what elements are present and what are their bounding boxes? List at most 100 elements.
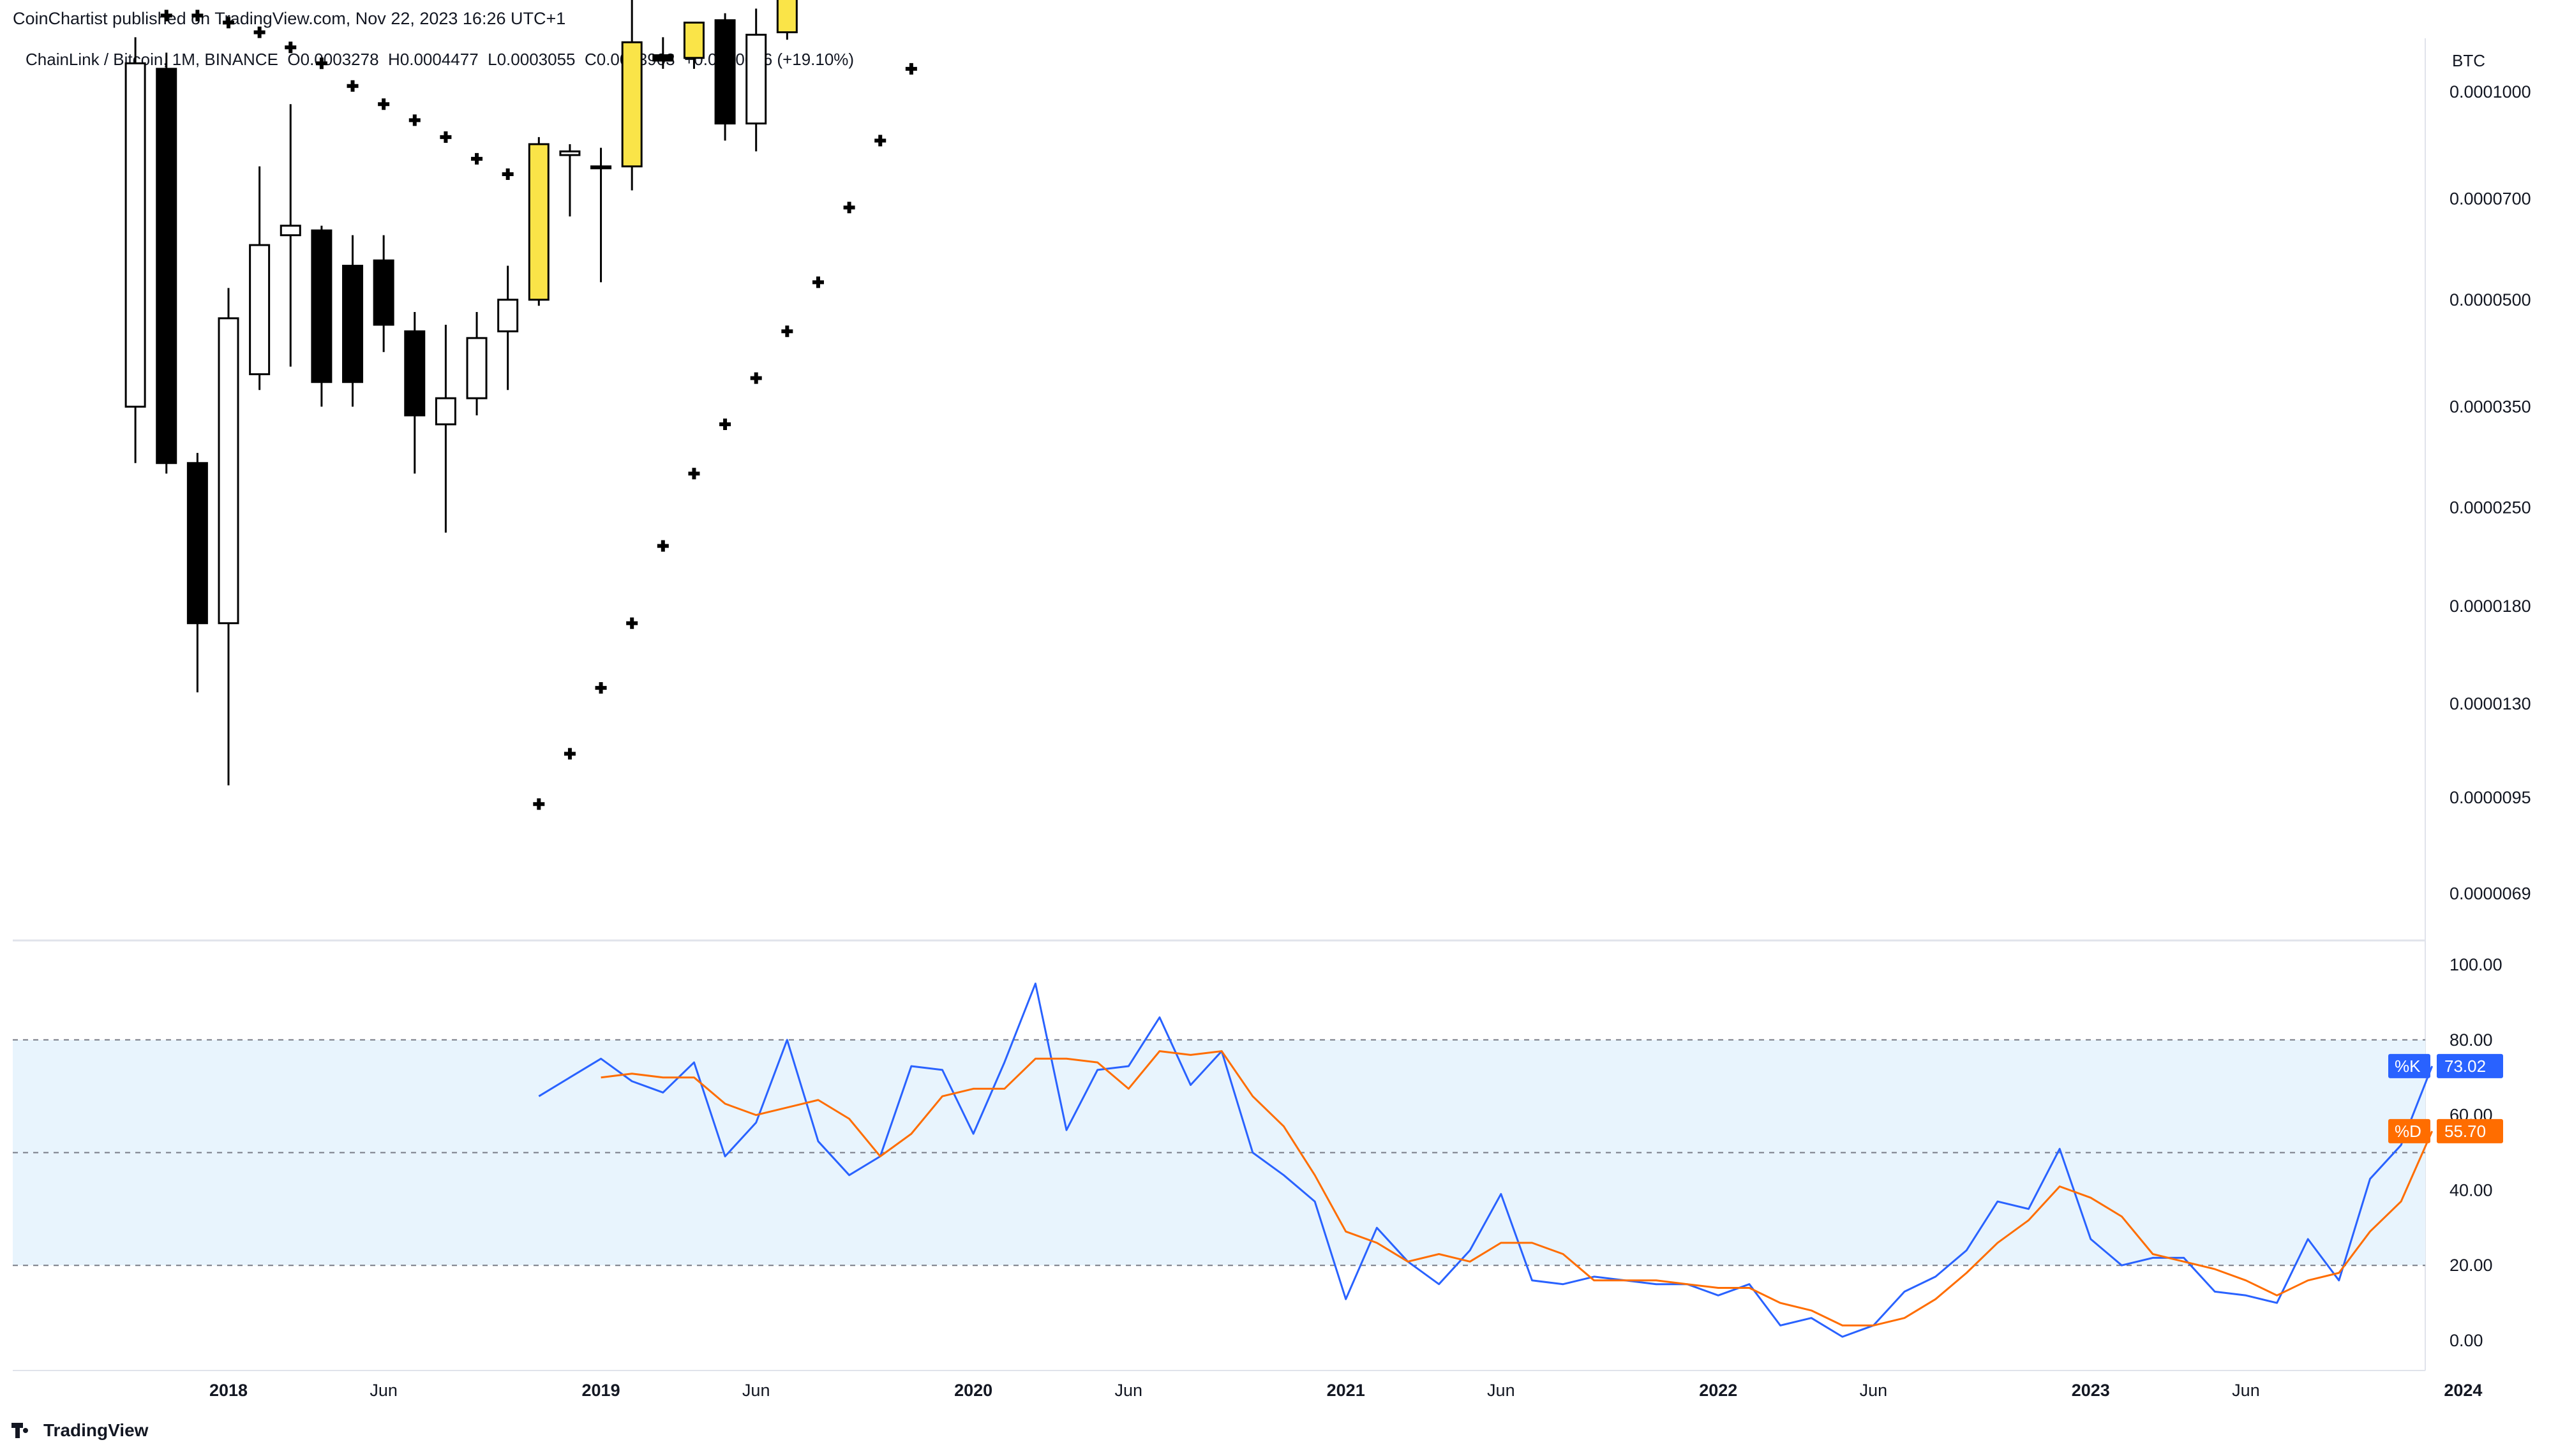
legend-high-label: H <box>387 50 400 69</box>
published-note: CoinChartist published on TradingView.co… <box>13 9 566 28</box>
candle <box>156 52 177 474</box>
stoch-k-line <box>538 983 2434 1338</box>
candle-body <box>186 462 208 625</box>
candle <box>652 37 674 69</box>
sar-point <box>191 10 204 22</box>
sar-point <box>719 419 731 431</box>
candle <box>435 324 456 533</box>
candle-body <box>280 225 301 237</box>
sar-point <box>378 98 390 110</box>
stoch-tick-label: 100.00 <box>2450 955 2502 974</box>
candle-body <box>714 19 736 125</box>
tradingview-logo[interactable]: TradingView <box>11 1420 148 1441</box>
legend-low-label: L <box>488 50 497 69</box>
price-tick-label: 0.0000180 <box>2450 597 2531 616</box>
candle-body <box>156 68 177 464</box>
sar-point <box>564 748 576 760</box>
price-tick-label: 0.0000250 <box>2450 498 2531 517</box>
price-tick-label: 0.0001400 <box>2450 0 2531 1</box>
time-tick-label: Jun <box>2232 1381 2260 1400</box>
sar-point <box>285 41 297 54</box>
sar-point <box>315 57 327 70</box>
candle <box>776 0 798 40</box>
candle-body <box>652 54 674 62</box>
sar-point <box>223 17 234 29</box>
time-tick-label: Jun <box>1860 1381 1888 1400</box>
stoch-d-line <box>601 1050 2434 1326</box>
stoch-d-value: 55.70 <box>2444 1122 2486 1141</box>
candle <box>714 13 736 141</box>
candle-body <box>590 165 612 170</box>
candle-body <box>497 299 519 332</box>
candle-body <box>528 143 550 301</box>
stoch-tick-label: 80.00 <box>2450 1030 2493 1050</box>
candle <box>218 288 239 785</box>
candle-body <box>342 265 364 383</box>
stoch-d-label: %D <box>2395 1122 2421 1141</box>
stoch-d-label-badge <box>2388 1118 2430 1143</box>
candle <box>249 166 271 390</box>
sar-point <box>812 276 824 288</box>
stoch-tick-label: 20.00 <box>2450 1256 2493 1275</box>
legend-symbol[interactable]: ChainLink / Bitcoin, 1M, BINANCE <box>26 50 278 69</box>
stochastic-lines <box>538 983 2434 1338</box>
stoch-k-label: %K <box>2395 1057 2421 1076</box>
sar-point <box>750 372 762 384</box>
candle <box>497 265 519 390</box>
stoch-k-value: 73.02 <box>2444 1057 2486 1076</box>
price-axis[interactable]: BTC0.00240000.00160000.00110000.00080000… <box>2450 0 2531 903</box>
candle <box>124 37 146 463</box>
sar-point <box>843 202 855 214</box>
time-tick-label: 2020 <box>954 1381 992 1400</box>
sar-point <box>657 540 669 552</box>
stochastic-band <box>13 1039 2425 1267</box>
time-tick-label: Jun <box>1487 1381 1515 1400</box>
sar-point <box>160 10 172 22</box>
legend-low: 0.0003055 <box>497 50 576 69</box>
sar-point <box>874 135 886 147</box>
time-tick-label: Jun <box>370 1381 398 1400</box>
time-tick-label: 2023 <box>2072 1381 2110 1400</box>
price-tick-label: 0.0000500 <box>2450 290 2531 309</box>
time-tick-label: 2022 <box>1699 1381 1737 1400</box>
stoch-d-value-badge <box>2437 1118 2503 1143</box>
candle <box>621 0 643 191</box>
candle <box>186 452 208 693</box>
candle <box>745 8 767 152</box>
candle-body <box>373 259 394 326</box>
time-tick-label: Jun <box>1114 1381 1142 1400</box>
tradingview-logo-icon <box>11 1422 37 1439</box>
candle-body <box>621 41 643 168</box>
candle <box>683 21 705 69</box>
candle-body <box>249 244 271 376</box>
candle-body <box>745 33 767 125</box>
candle-body <box>404 330 426 417</box>
candle-body <box>311 229 333 383</box>
time-tick-label: Jun <box>742 1381 770 1400</box>
price-tick-label: 0.0000700 <box>2450 189 2531 209</box>
sar-point <box>595 682 607 694</box>
candle <box>342 235 364 407</box>
time-axis[interactable]: 2018 Jun 2019 Jun 2020 Jun 2021 Jun 2022 Jun 2023 J… <box>209 1381 2558 1400</box>
sar-point <box>626 617 638 629</box>
candle <box>404 311 426 474</box>
sar-point <box>688 468 700 480</box>
sar-point <box>781 325 793 338</box>
sar-point <box>533 798 545 810</box>
candle-body <box>776 0 798 34</box>
candle <box>466 311 488 416</box>
price-tick-label: 0.0001000 <box>2450 82 2531 101</box>
time-tick-label: 2024 <box>2444 1381 2482 1400</box>
sar-point <box>905 63 917 75</box>
stoch-k-label-badge <box>2388 1053 2430 1078</box>
price-tick-label: 0.0000350 <box>2450 397 2531 416</box>
sar-point <box>408 114 421 126</box>
price-tick-label: 0.0000069 <box>2450 884 2531 903</box>
legend-high: 0.0004477 <box>400 50 479 69</box>
sar-point <box>440 131 452 143</box>
candle <box>528 137 550 306</box>
legend-open: 0.0003278 <box>300 50 379 69</box>
candle-body <box>124 62 146 408</box>
